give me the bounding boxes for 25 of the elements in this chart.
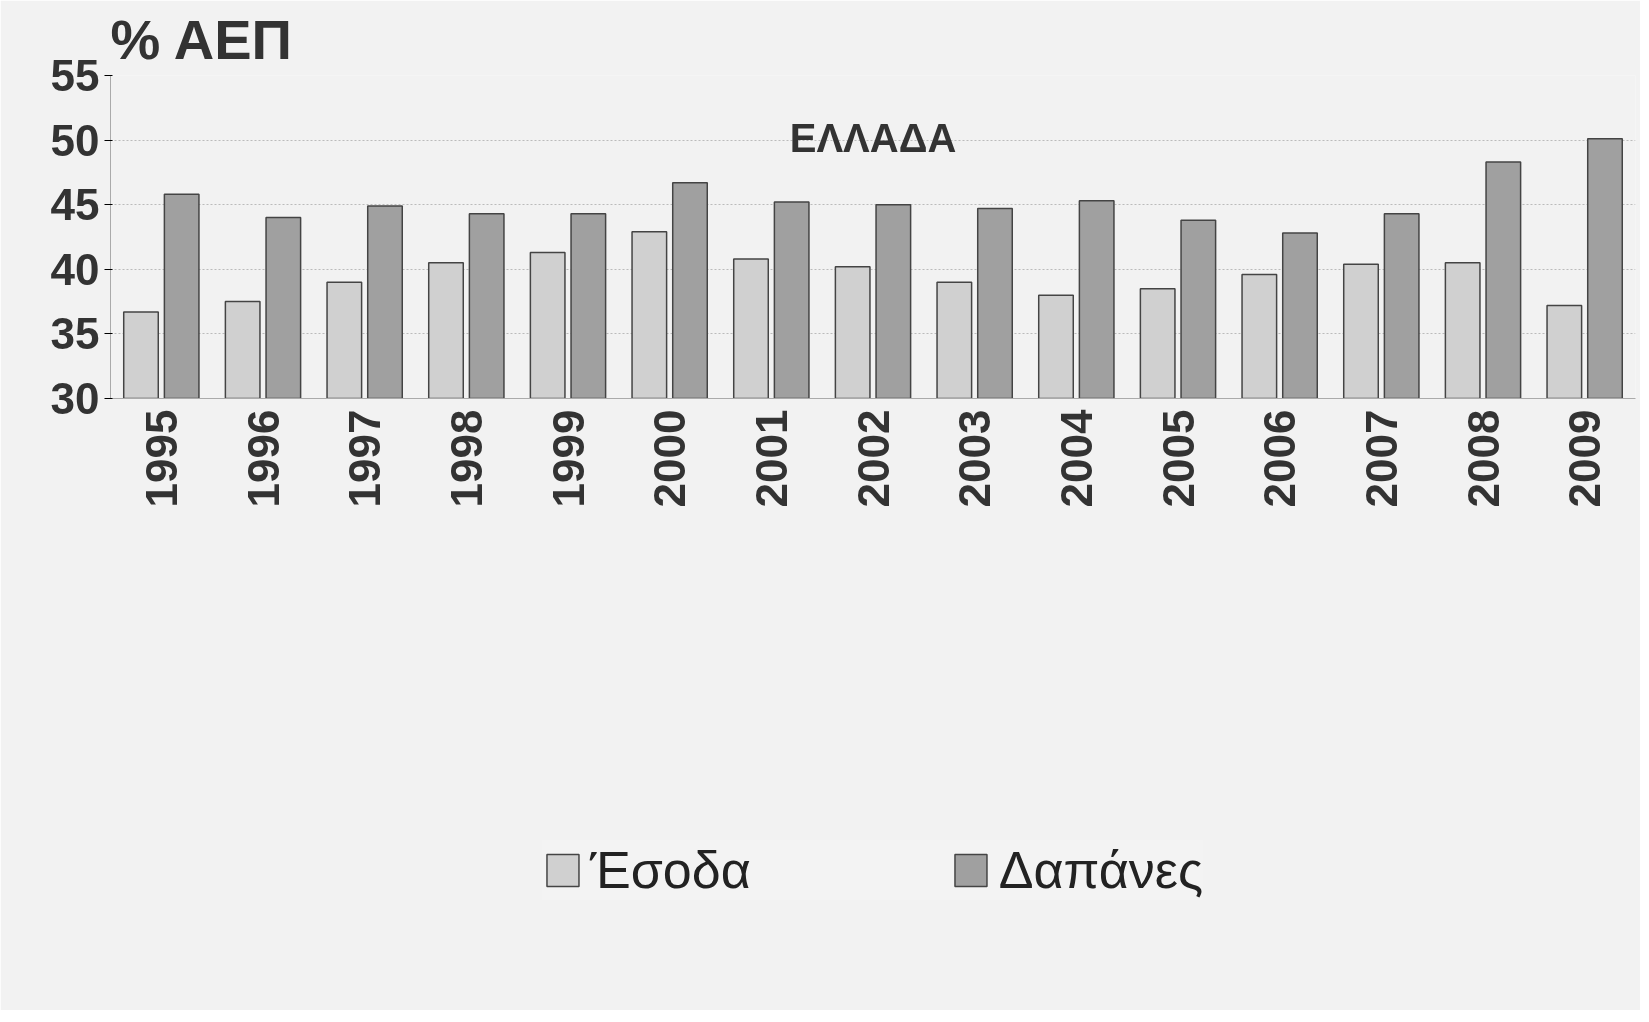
- y-axis-title: % ΑΕΠ: [110, 7, 293, 71]
- legend-label: Έσοδα: [589, 840, 751, 900]
- x-tick-label: 2001: [746, 409, 796, 508]
- y-tick-label: 30: [50, 374, 100, 423]
- x-tick-label: 1998: [441, 409, 491, 508]
- x-tick-label: 2000: [645, 409, 695, 508]
- x-tick-label: 1995: [136, 409, 186, 508]
- y-tick-label: 55: [50, 51, 100, 100]
- x-tick-label: 2003: [950, 409, 1000, 508]
- x-tick-label: 2002: [848, 409, 898, 508]
- text: ΕΛΛΑΔΑ: [789, 115, 957, 160]
- x-tick-label: 2008: [1458, 409, 1508, 508]
- y-tick-label: 40: [50, 244, 100, 294]
- y-tick-label: 50: [50, 115, 100, 165]
- legend-label: Δαπάνες: [998, 840, 1204, 900]
- x-tick-label: 1999: [543, 409, 593, 508]
- x-tick-label: 2004: [1051, 408, 1101, 508]
- x-tick-label: 1997: [340, 409, 390, 508]
- x-tick-label: 1996: [238, 409, 288, 508]
- y-tick-label: 45: [50, 180, 100, 230]
- x-tick-label: 2009: [1560, 409, 1610, 508]
- y-tick-label: 35: [50, 309, 100, 359]
- x-tick-label: 2006: [1255, 409, 1305, 508]
- x-tick-label: 2005: [1153, 409, 1203, 508]
- x-tick-label: 2007: [1356, 409, 1406, 508]
